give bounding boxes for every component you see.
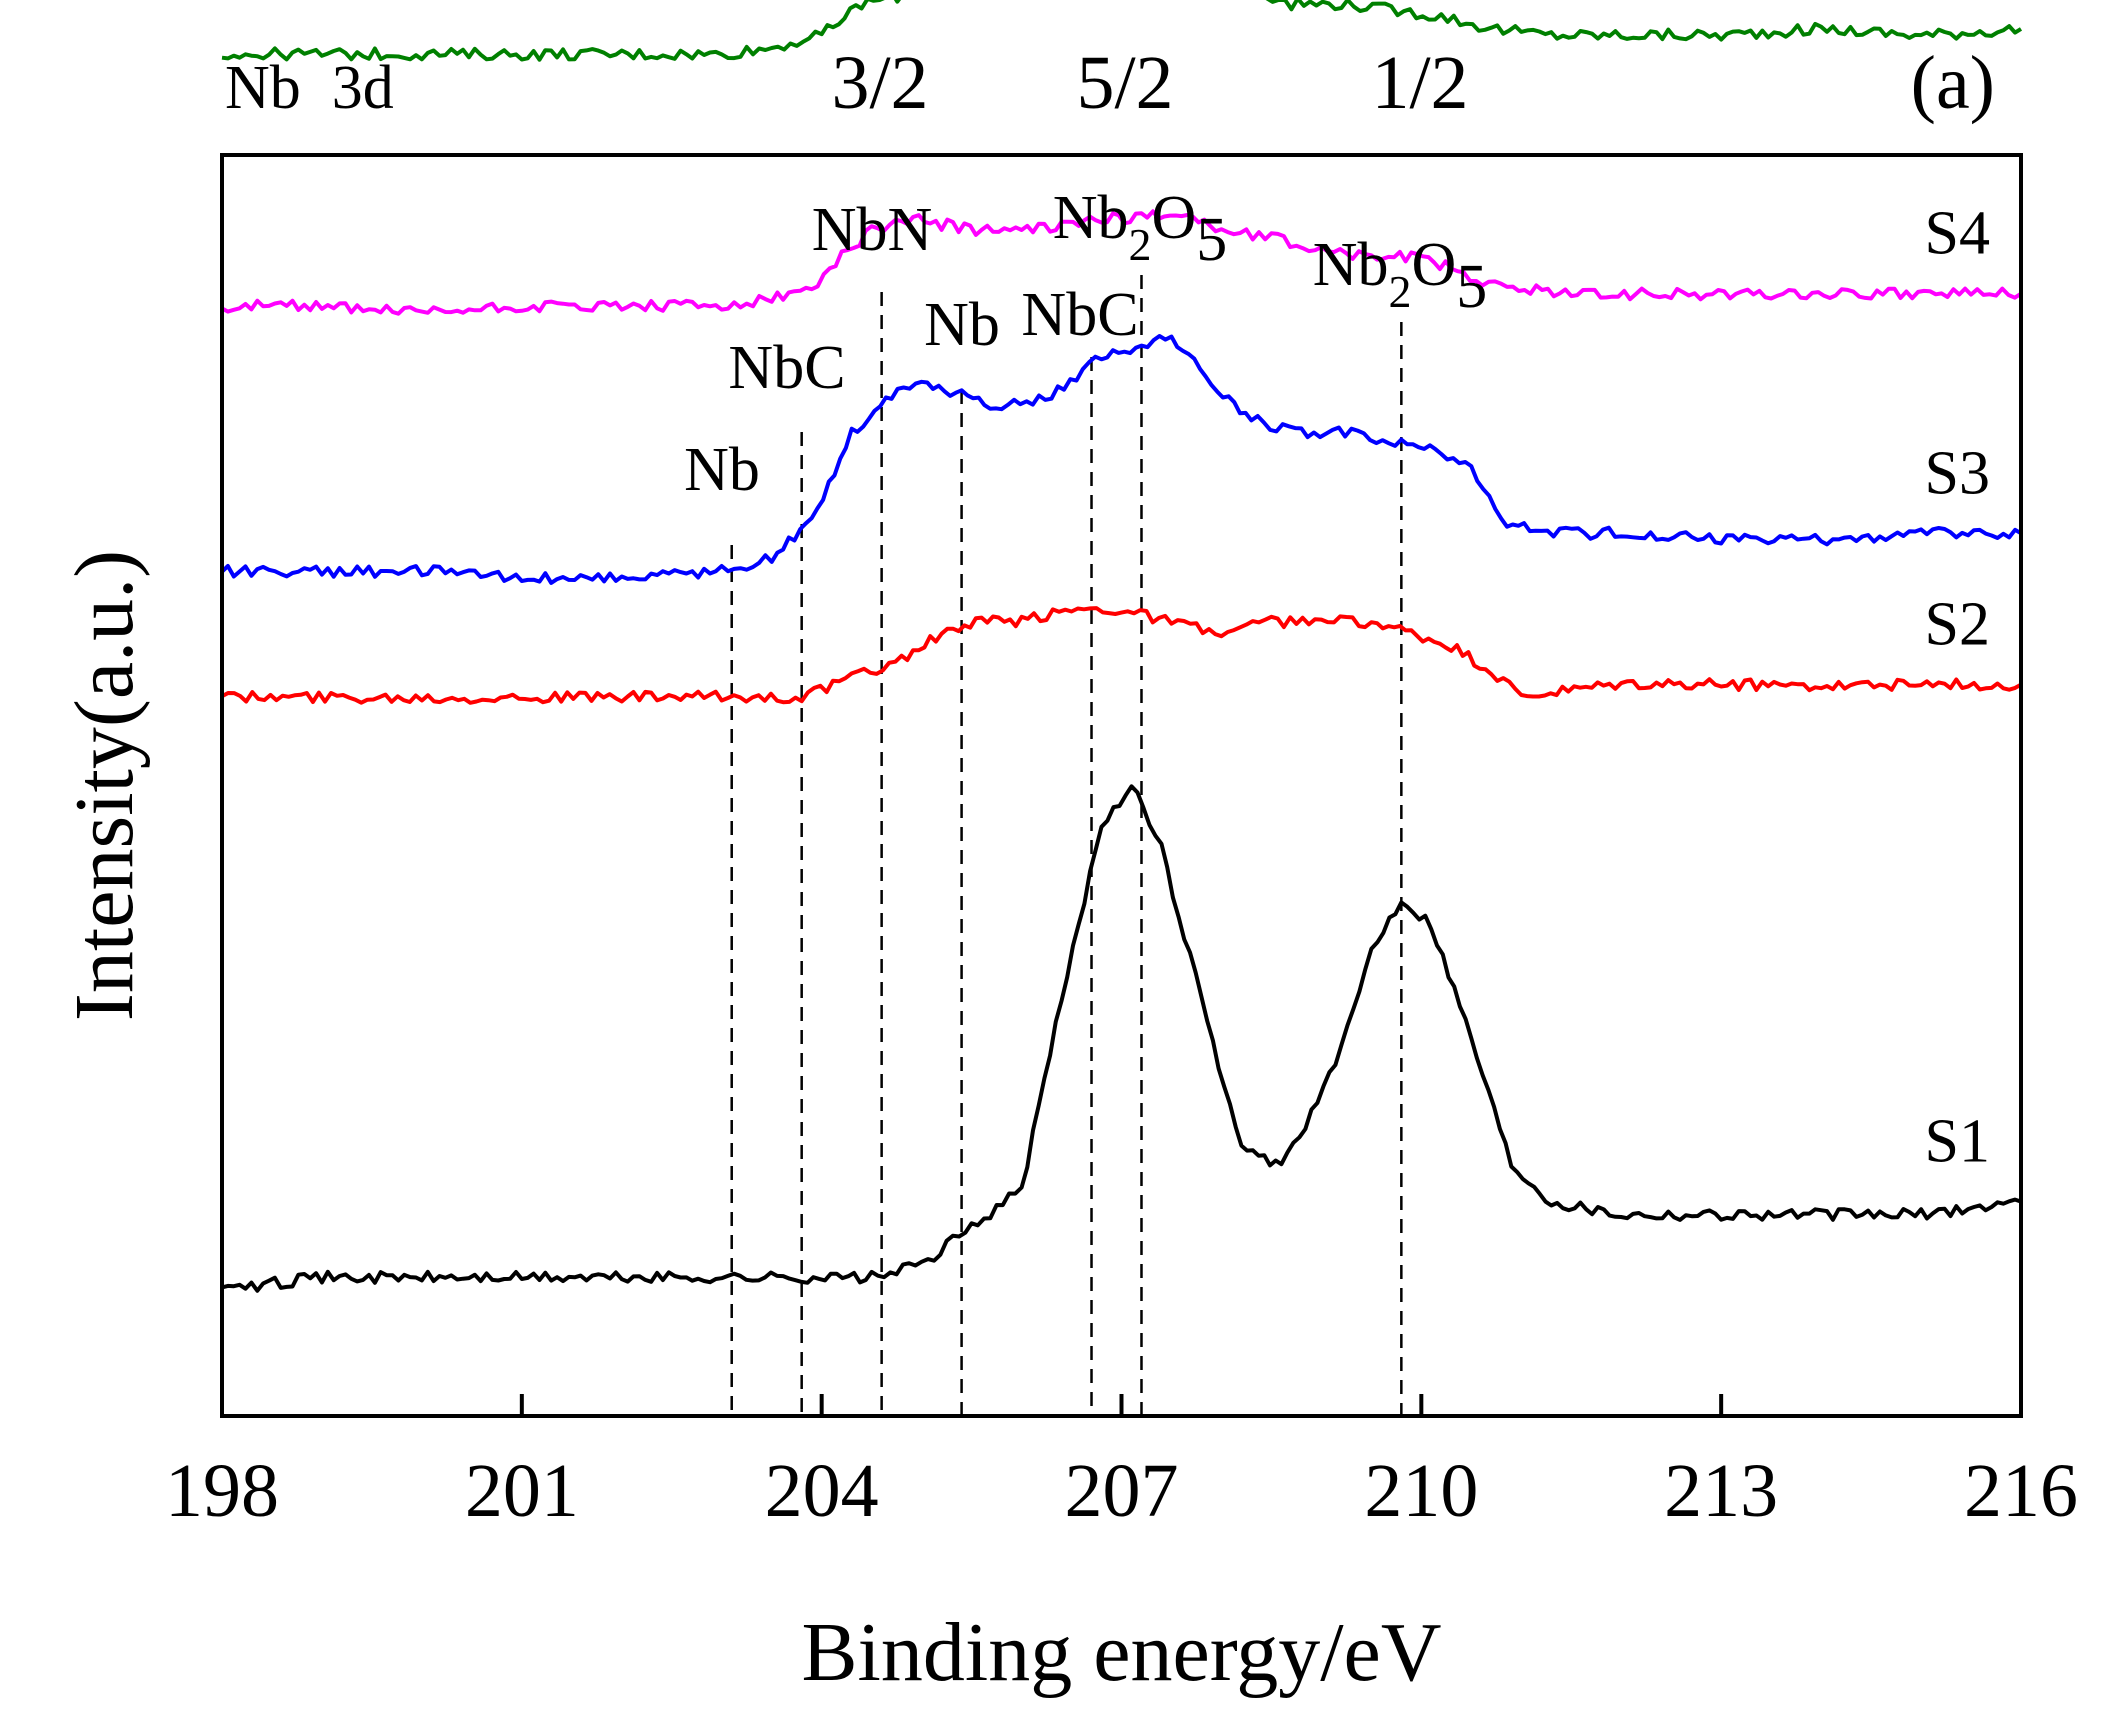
x-axis-title: Binding energy/eV <box>801 1606 1441 1699</box>
series-line-s1 <box>221 784 2022 1293</box>
series-label-s4: S4 <box>1925 200 1990 268</box>
series-label-s2: S2 <box>1925 591 1990 659</box>
spin-orbit-label: 5/2 <box>1076 41 1173 125</box>
x-tick-label: 207 <box>1065 1449 1179 1533</box>
x-axis-ticks: 198 201 204 207 210 213 216 <box>165 1394 2078 1533</box>
reference-label: Nb <box>684 436 760 504</box>
x-tick-label: 216 <box>1964 1449 2078 1533</box>
reference-lines <box>730 275 1403 1416</box>
reference-label: Nb <box>924 291 1000 359</box>
series-labels: S1 S2 S3 S4 S5 <box>1925 0 1990 1176</box>
series-line-s4 <box>221 209 2023 316</box>
spin-orbit-label: 3/2 <box>831 41 928 125</box>
series-line-s2 <box>221 606 2022 705</box>
y-axis-title: Intensity(a.u.) <box>58 550 151 1021</box>
spin-orbit-label: 1/2 <box>1371 41 1468 125</box>
reference-label: NbC <box>728 334 845 402</box>
series-label-s3: S3 <box>1925 439 1990 507</box>
panel-label: (a) <box>1911 41 1995 125</box>
reference-label: NbN <box>812 196 933 264</box>
x-tick-label: 204 <box>765 1449 879 1533</box>
series-lines <box>220 0 2023 1293</box>
x-tick-label: 198 <box>165 1449 279 1533</box>
series-line-s5 <box>221 0 2023 62</box>
x-tick-label: 201 <box>465 1449 579 1533</box>
x-tick-label: 210 <box>1364 1449 1478 1533</box>
annotation-labels: Nb NbC NbN Nb NbC Nb2O5 Nb2O5 3/2 5/2 1/2 <box>684 41 1487 504</box>
corner-label: Nb 3d <box>225 54 394 122</box>
x-tick-label: 213 <box>1664 1449 1778 1533</box>
reference-label: Nb2O5 <box>1313 231 1488 321</box>
series-label-s1: S1 <box>1925 1108 1990 1176</box>
series-label-s5: S5 <box>1925 0 1990 3</box>
reference-label: NbC <box>1021 281 1138 349</box>
series-line-s3 <box>220 334 2023 585</box>
reference-label: Nb2O5 <box>1053 184 1228 274</box>
